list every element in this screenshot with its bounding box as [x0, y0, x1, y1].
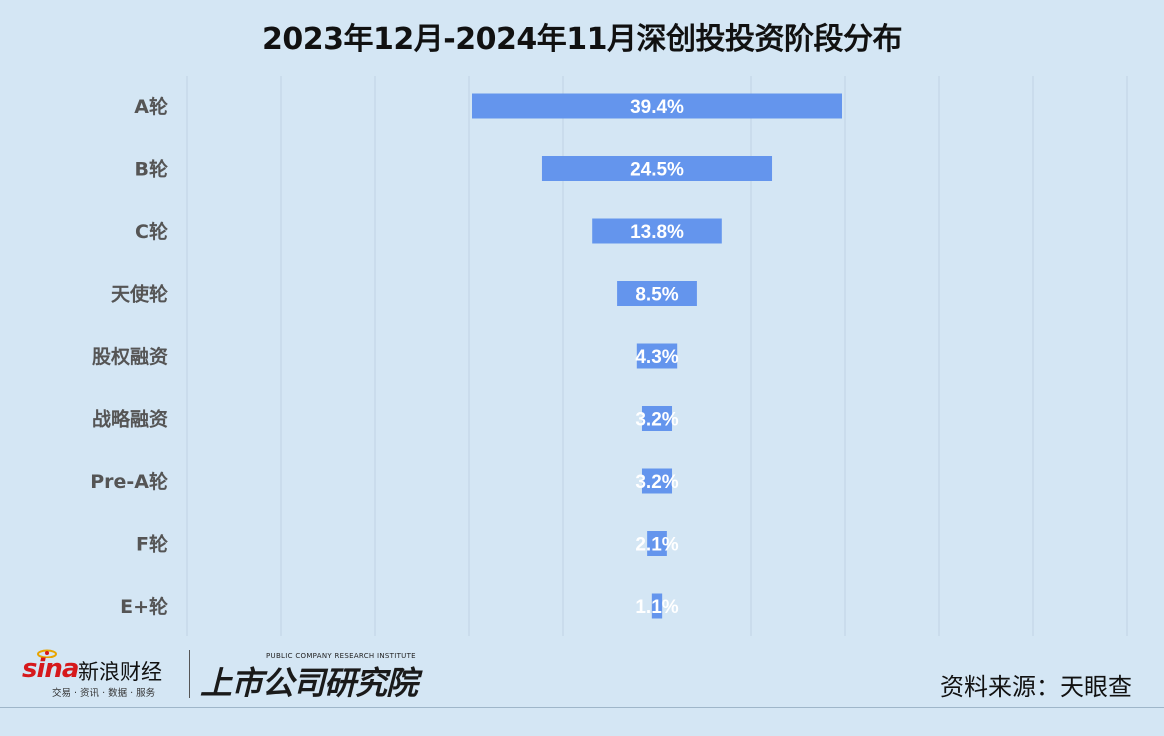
institute-logo: PUBLIC COMPANY RESEARCH INSTITUTE 上市公司研究… — [200, 650, 420, 702]
value-label: 1.1% — [635, 597, 678, 618]
bar — [636, 343, 678, 369]
sina-name-text: 新浪财经 — [78, 660, 162, 684]
data-source: 资料来源：天眼查 — [940, 673, 1132, 701]
bar — [592, 218, 722, 244]
category-label: F轮 — [136, 533, 168, 556]
value-label: 8.5% — [635, 285, 678, 306]
logo-divider — [189, 650, 190, 698]
chart-title: 2023年12月-2024年11月深创投投资阶段分布 — [262, 22, 902, 57]
category-label: 天使轮 — [111, 283, 168, 306]
footer-divider — [0, 707, 1164, 708]
value-label: 13.8% — [630, 222, 684, 243]
category-label: E+轮 — [120, 595, 168, 618]
sina-brand-text: sina — [22, 654, 79, 684]
grid-lines — [186, 76, 1128, 636]
institute-cn-text: 上市公司研究院 — [200, 664, 418, 702]
bar — [617, 281, 697, 306]
value-label: 2.1% — [635, 535, 678, 556]
category-label: C轮 — [135, 220, 168, 243]
category-label: B轮 — [135, 158, 168, 181]
bars — [472, 93, 842, 619]
sina-eye-icon — [37, 649, 57, 658]
bar — [472, 93, 842, 119]
sina-tagline: 交易 · 资讯 · 数据 · 服务 — [52, 688, 156, 699]
value-label: 3.2% — [635, 472, 678, 493]
institute-en-text: PUBLIC COMPANY RESEARCH INSTITUTE — [266, 652, 416, 660]
value-label: 3.2% — [635, 410, 678, 431]
category-label: 战略融资 — [92, 408, 168, 431]
sina-finance-logo: sina 新浪财经 交易 · 资讯 · 数据 · 服务 — [22, 649, 182, 700]
bar — [541, 156, 773, 181]
value-labels: 39.4% 24.5% 13.8% 8.5% 4.3% 3.2% 3.2% 2.1% 1.1% — [630, 97, 684, 618]
value-label: 24.5% — [630, 160, 684, 181]
category-label: A轮 — [134, 95, 168, 118]
category-label: 股权融资 — [92, 345, 168, 368]
value-label: 4.3% — [635, 347, 678, 368]
category-label: Pre-A轮 — [90, 470, 168, 493]
bar — [647, 531, 667, 556]
bar — [641, 406, 673, 431]
bar — [651, 593, 663, 619]
value-label: 39.4% — [630, 97, 684, 118]
bar — [641, 468, 673, 494]
